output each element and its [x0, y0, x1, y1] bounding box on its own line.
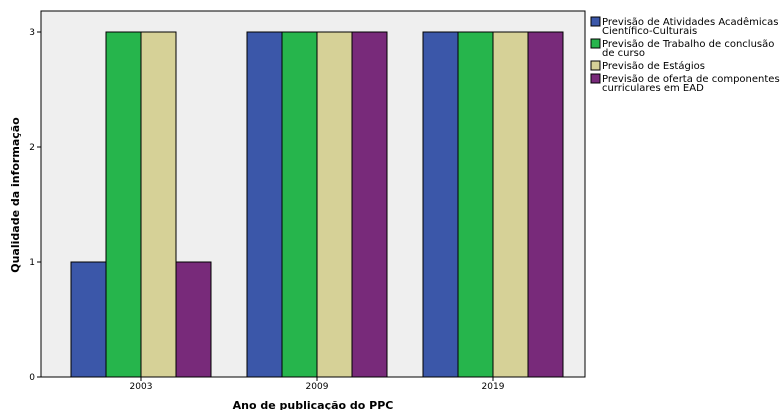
legend-swatch-4	[590, 73, 601, 84]
bar-2003-series-4	[175, 261, 212, 378]
y-tick-label: 3	[29, 28, 35, 38]
legend-label-4: Previsão de oferta de componentes	[602, 74, 780, 85]
axes-group: 0 1 2 3 2003 2009 2019	[29, 28, 504, 392]
legend-label-1: Científico-Culturais	[602, 25, 697, 37]
legend-label-1: Previsão de Atividades Acadêmicas	[602, 16, 778, 28]
bar-2003-series-3	[140, 31, 177, 378]
legend-label-2: Previsão de Trabalho de conclusão	[602, 39, 774, 50]
bar-2009-series-1	[246, 31, 283, 378]
bar-2019-series-3	[492, 31, 529, 378]
bar-2019-series-1	[422, 31, 459, 378]
y-axis-title: Qualidade da informação	[9, 117, 22, 273]
y-tick-label: 0	[29, 373, 35, 383]
y-tick-label: 2	[29, 143, 35, 153]
legend: Previsão de Atividades AcadêmicasCientíf…	[590, 16, 780, 94]
bar-2003-series-2	[105, 31, 142, 378]
bar-2019-series-2	[457, 31, 494, 378]
bar-2019-series-4	[527, 31, 564, 378]
bar-2003-series-1	[70, 261, 107, 378]
x-tick-label: 2009	[306, 382, 329, 392]
legend-swatch-3	[590, 60, 601, 71]
x-tick-label: 2003	[130, 382, 153, 392]
legend-label-3: Previsão de Estágios	[602, 60, 705, 72]
legend-swatch-2	[590, 38, 601, 49]
bars-group	[70, 31, 564, 378]
x-axis-title: Ano de publicação do PPC	[233, 399, 394, 410]
bar-2009-series-3	[316, 31, 353, 378]
bar-2009-series-2	[281, 31, 318, 378]
legend-swatch-1	[590, 16, 601, 27]
bar-2009-series-4	[351, 31, 388, 378]
legend-label-4: curriculares em EAD	[602, 83, 704, 94]
legend-label-2: de curso	[602, 48, 645, 59]
y-tick-label: 1	[29, 258, 35, 268]
x-tick-label: 2019	[482, 382, 505, 392]
